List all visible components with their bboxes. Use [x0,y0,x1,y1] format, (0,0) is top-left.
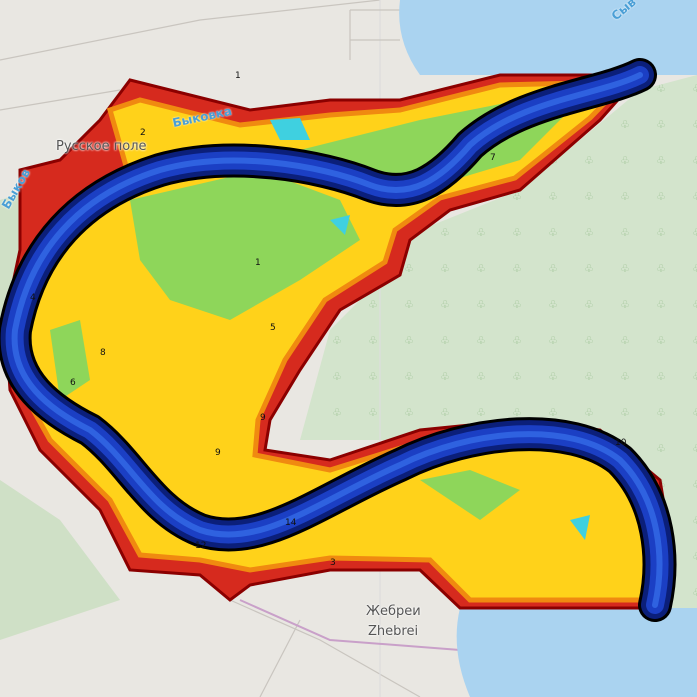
depth-label: 5 [270,323,276,333]
depth-label: 12 [195,541,206,551]
depth-label: 10 [615,438,627,448]
depth-label: 9 [260,413,266,423]
depth-label: 7 [490,153,496,163]
boundary-line [239,599,461,651]
depth-label: 2 [140,128,146,138]
depth-label: 6 [70,378,76,388]
place-label-zhebrei-latin[interactable]: Zhebrei [368,624,419,639]
depth-label: 9 [215,448,221,458]
depth-label: 14 [285,518,297,528]
depth-labels: 1 2 4 6 8 9 10 12 14 1 5 9 7 3 [30,71,627,568]
lake-north [399,0,697,75]
depth-label: 1 [235,71,241,81]
depth-label: 3 [330,558,336,568]
place-label-zhebrei[interactable]: Жебреи [366,604,421,619]
depth-label: 4 [30,293,36,303]
depth-label: 8 [100,348,106,358]
depth-label: 1 [255,258,261,268]
place-label-russkoe-pole[interactable]: Русское поле [56,139,147,154]
lake-south [456,608,697,697]
deep-patches [270,118,590,540]
